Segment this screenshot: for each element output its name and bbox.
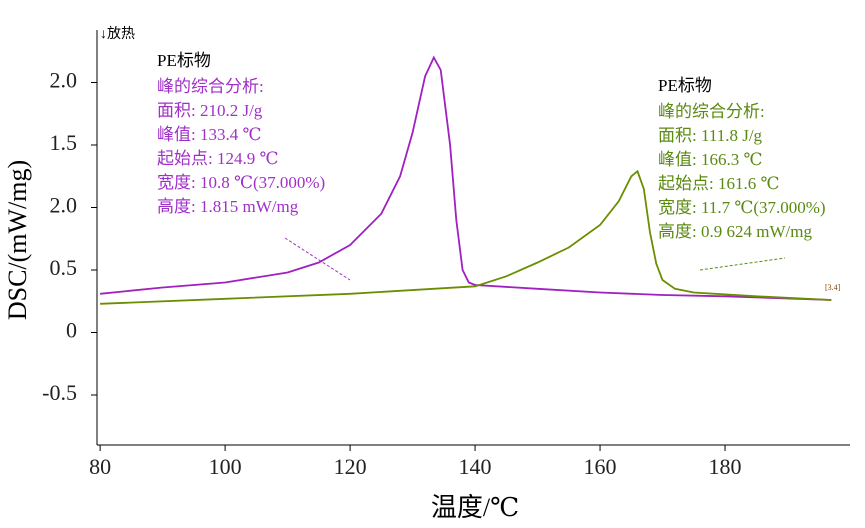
y-axis-label: DSC/(mW/mg)	[3, 160, 32, 320]
leader-line	[699, 257, 786, 271]
y-tick-label: -0.5	[42, 380, 77, 405]
annotation-line: 峰的综合分析:	[157, 77, 264, 96]
annotation-line: 起始点: 124.9 ℃	[157, 149, 279, 168]
tag: [3.4]	[825, 283, 841, 292]
x-axis-label: 温度/℃	[431, 493, 519, 522]
x-tick-label: 120	[334, 454, 367, 479]
series-line	[100, 55, 832, 301]
annotation-line: 高度: 1.815 mW/mg	[157, 197, 299, 216]
annotation-line: 峰值: 133.4 ℃	[157, 125, 262, 144]
annotation-line: 峰的综合分析:	[658, 102, 765, 121]
x-tick-label: 180	[709, 454, 742, 479]
annotation-line: 起始点: 161.6 ℃	[658, 174, 780, 193]
y-tick-label: 0	[66, 318, 77, 343]
annotation-line: 面积: 210.2 J/g	[157, 101, 263, 120]
y-tick-label: 2.0	[50, 68, 78, 93]
annotation-line: 高度: 0.9 624 mW/mg	[658, 222, 812, 241]
annotation-line: 峰值: 166.3 ℃	[658, 150, 763, 169]
annotation-line: 面积: 111.8 J/g	[658, 126, 763, 145]
annotation-line: 宽度: 11.7 ℃(37.000%)	[658, 198, 826, 217]
y-tick-label: 0.5	[50, 255, 78, 280]
x-tick-label: 100	[209, 454, 242, 479]
annotation-title: PE标物	[157, 51, 211, 70]
annotation-title: PE标物	[658, 76, 712, 95]
series-line	[100, 169, 832, 305]
x-tick-label: 80	[89, 454, 111, 479]
y-tick-label: 2.0	[50, 193, 78, 218]
x-tick-label: 160	[584, 454, 617, 479]
y-tick-label: 1.5	[50, 130, 78, 155]
leader-line	[284, 237, 351, 281]
x-tick-label: 140	[459, 454, 492, 479]
exo-note: ↓放热	[100, 26, 135, 42]
annotation-line: 宽度: 10.8 ℃(37.000%)	[157, 173, 325, 192]
